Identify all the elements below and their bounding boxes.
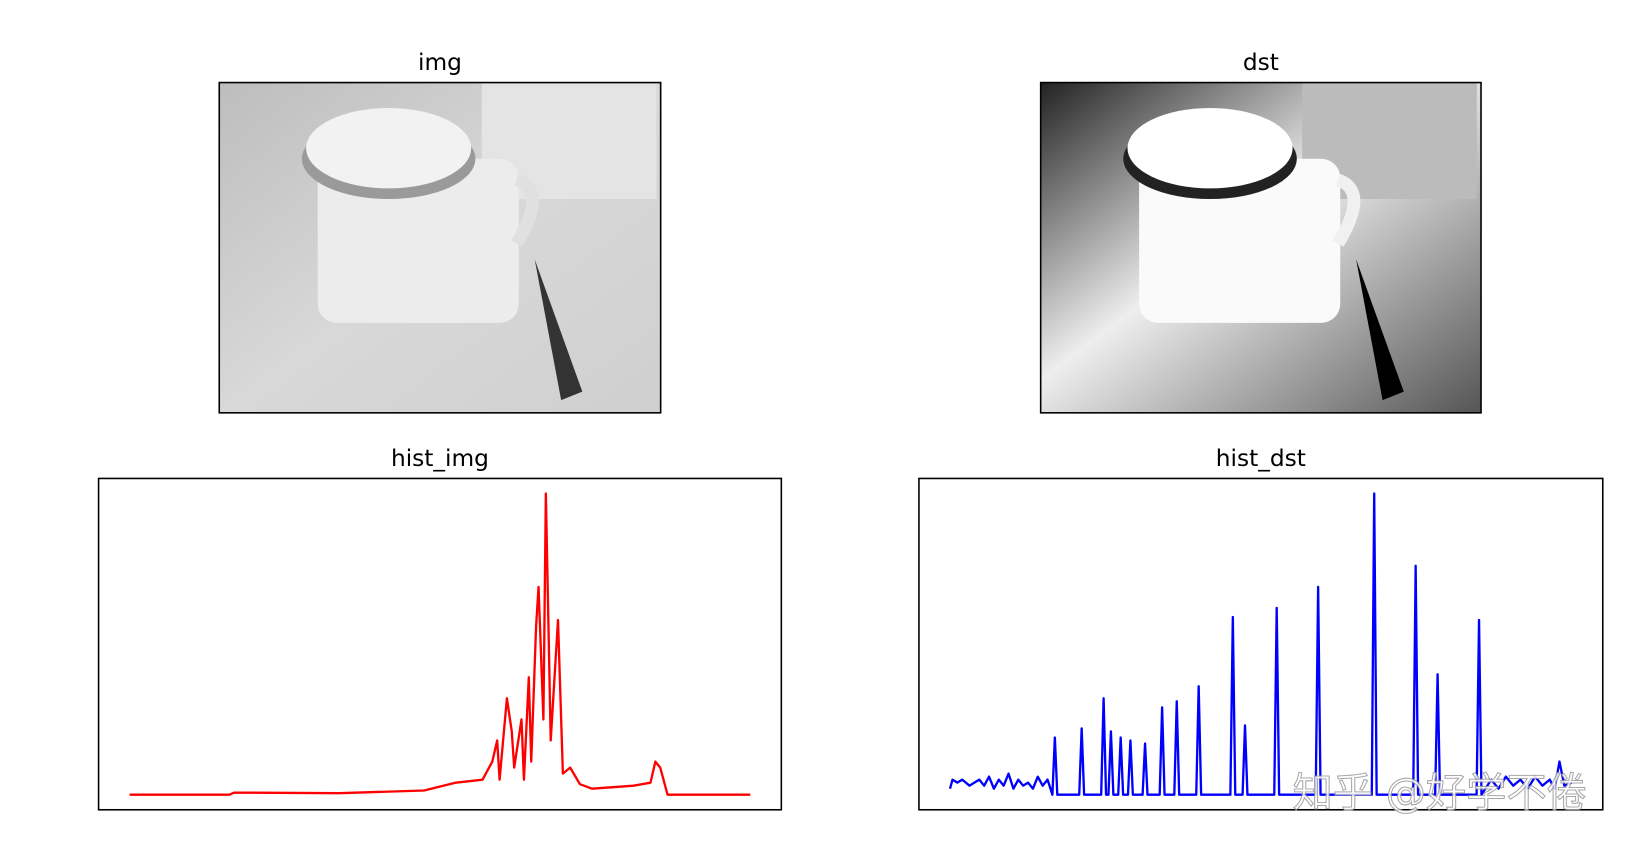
axes-title: hist_dst — [1216, 445, 1306, 472]
axes-title: img — [418, 49, 462, 76]
axes-frame — [97, 477, 783, 811]
watermark: 知乎 @好学不倦 — [1293, 771, 1587, 817]
image-dst — [1040, 82, 1482, 413]
axes-frame — [1039, 81, 1482, 414]
histogram-line — [948, 492, 1573, 796]
image-img — [219, 82, 661, 413]
axes-title: hist_img — [391, 445, 489, 472]
axes-title: dst — [1243, 49, 1279, 76]
histogram-line — [129, 492, 751, 796]
axes-frame — [218, 81, 662, 414]
axes-frame — [918, 477, 1604, 811]
